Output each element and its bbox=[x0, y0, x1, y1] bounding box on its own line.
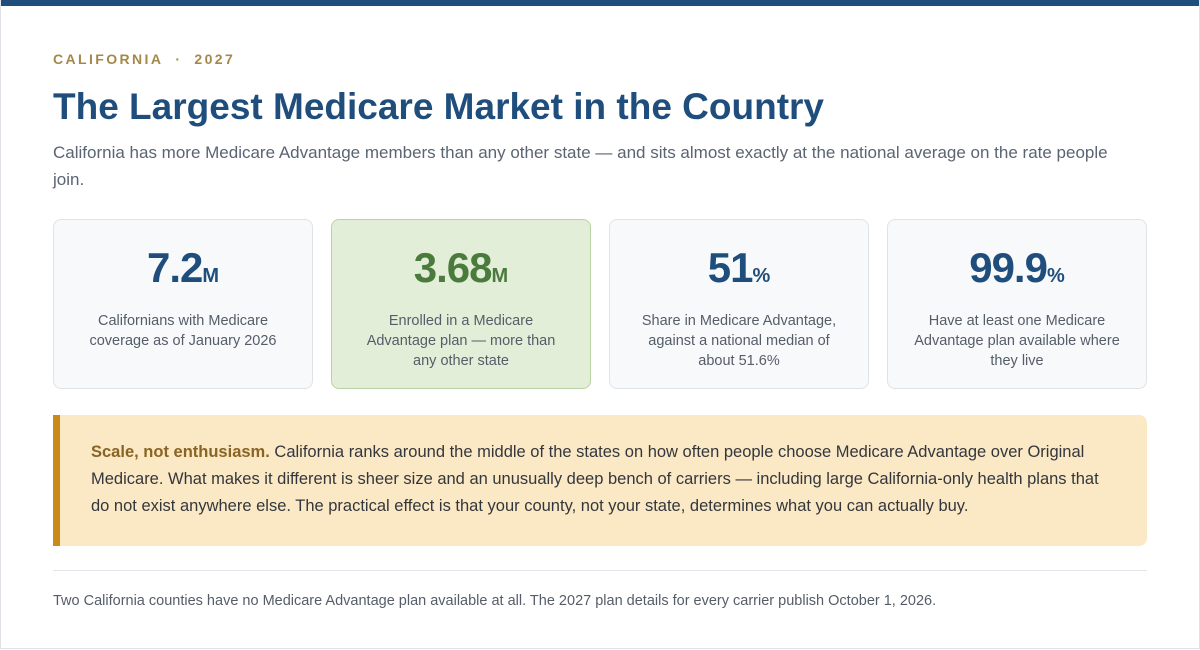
stat-card-ma-share: 51% Share in Medicare Advantage, against… bbox=[609, 219, 869, 389]
content: CALIFORNIA · 2027 The Largest Medicare Mar… bbox=[1, 51, 1199, 609]
stat-card-plan-availability: 99.9% Have at least one Medicare Advanta… bbox=[887, 219, 1147, 389]
callout-lead: Scale, not enthusiasm. bbox=[91, 443, 270, 461]
stat-unit: % bbox=[752, 265, 771, 287]
stat-value: 99.9% bbox=[912, 242, 1122, 302]
stat-label: Share in Medicare Advantage, against a n… bbox=[641, 313, 837, 369]
callout-body: California ranks around the middle of th… bbox=[91, 443, 1099, 515]
callout-box: Scale, not enthusiasm. California ranks … bbox=[53, 415, 1147, 546]
divider bbox=[53, 570, 1147, 571]
stat-number: 51 bbox=[707, 244, 754, 291]
stat-value: 7.2M bbox=[78, 242, 288, 302]
eyebrow-year: 2027 bbox=[194, 51, 236, 67]
stat-value: 51% bbox=[634, 242, 844, 302]
eyebrow-state: CALIFORNIA bbox=[53, 51, 164, 67]
stat-value: 3.68M bbox=[356, 242, 566, 302]
stat-number: 3.68 bbox=[413, 244, 493, 291]
stat-unit: M bbox=[491, 265, 509, 287]
footnote: Two California counties have no Medicare… bbox=[53, 593, 937, 609]
eyebrow: CALIFORNIA · 2027 bbox=[53, 51, 1147, 67]
stat-number: 99.9 bbox=[969, 244, 1048, 291]
stat-label: Californians with Medicare coverage as o… bbox=[89, 313, 277, 349]
stat-card-medicare-total: 7.2M Californians with Medicare coverage… bbox=[53, 219, 313, 389]
top-accent-bar bbox=[1, 0, 1199, 6]
stat-unit: % bbox=[1046, 265, 1065, 287]
stat-label: Have at least one Medicare Advantage pla… bbox=[914, 313, 1120, 369]
stat-cards: 7.2M Californians with Medicare coverage… bbox=[53, 219, 1147, 389]
page-title: The Largest Medicare Market in the Count… bbox=[53, 86, 825, 127]
stat-number: 7.2 bbox=[146, 244, 203, 291]
stat-unit: M bbox=[202, 265, 220, 287]
stat-label: Enrolled in a Medicare Advantage plan — … bbox=[366, 313, 556, 369]
eyebrow-separator: · bbox=[175, 51, 183, 67]
stat-card-ma-enrolled: 3.68M Enrolled in a Medicare Advantage p… bbox=[331, 219, 591, 389]
page-subtitle: California has more Medicare Advantage m… bbox=[53, 143, 1108, 189]
